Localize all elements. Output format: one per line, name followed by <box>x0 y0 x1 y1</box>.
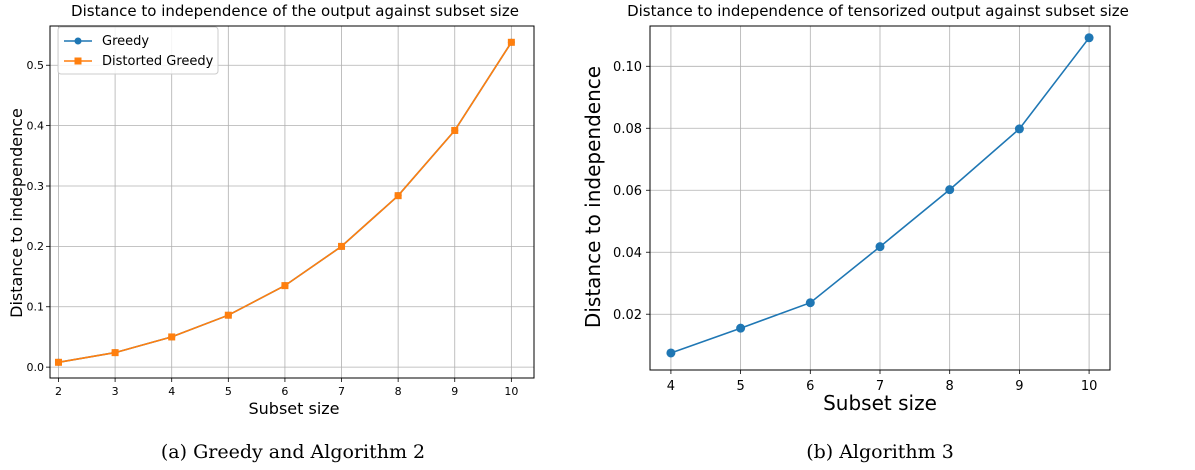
chart-a-y-tick-label: 0.0 <box>27 361 45 374</box>
chart-a-series-1-point <box>168 333 176 341</box>
chart-b-y-tick-label: 0.10 <box>613 60 642 75</box>
chart-b-series-0-point <box>945 185 955 195</box>
chart-a-grid <box>50 26 534 378</box>
chart-a-y-tick-label: 0.1 <box>27 301 45 314</box>
chart-b-x-tick-label: 4 <box>667 379 675 394</box>
chart-b-y-axis-label: Distance to independence <box>581 66 605 328</box>
chart-a-caption: (a) Greedy and Algorithm 2 <box>161 441 425 463</box>
chart-a-x-tick-label: 7 <box>338 385 345 398</box>
chart-a-legend: Greedy Distorted Greedy <box>57 26 219 75</box>
chart-b-x-axis-label: Subset size <box>823 391 937 415</box>
legend-distorted-greedy-label: Distorted Greedy <box>102 54 214 69</box>
chart-a-x-tick-label: 8 <box>395 385 402 398</box>
chart-a-x-tick-label: 10 <box>504 385 518 398</box>
chart-a-y-ticks: 0.0 0.1 0.2 0.3 0.4 0.5 <box>27 59 50 374</box>
chart-b-y-ticks: 0.02 0.04 0.06 0.08 0.10 <box>613 60 650 323</box>
chart-a-x-tick-label: 5 <box>225 385 232 398</box>
chart-a-y-tick-label: 0.4 <box>27 119 45 132</box>
chart-a-series-1-point <box>338 242 346 250</box>
chart-a-title: Distance to independence of the output a… <box>71 2 519 20</box>
chart-a-series-1-point <box>111 349 119 357</box>
chart-b-series-0-point <box>666 348 676 358</box>
chart-a-x-tick-label: 2 <box>55 385 62 398</box>
chart-a-x-axis-label: Subset size <box>248 399 339 418</box>
chart-b-y-tick-label: 0.08 <box>613 122 642 137</box>
chart-a-series-1-point <box>451 126 459 134</box>
chart-a-series-1-point <box>224 311 232 319</box>
chart-a-y-tick-label: 0.3 <box>27 180 45 193</box>
chart-b-series-0-point <box>805 298 815 308</box>
chart-b-series-0-point <box>1014 124 1024 134</box>
chart-b-series <box>666 33 1094 358</box>
chart-a-series <box>54 38 515 366</box>
chart-b-series-0-point <box>875 242 885 252</box>
chart-a: Distance to independence of the output a… <box>7 2 535 463</box>
legend-entry-distorted-greedy: Distorted Greedy <box>64 54 214 69</box>
chart-b-caption: (b) Algorithm 3 <box>806 441 954 463</box>
chart-b-title: Distance to independence of tensorized o… <box>627 2 1129 20</box>
chart-a-x-tick-label: 4 <box>168 385 175 398</box>
chart-a-x-tick-label: 3 <box>112 385 119 398</box>
chart-a-series-1-point <box>507 38 515 46</box>
chart-b-x-tick-label: 9 <box>1015 379 1023 394</box>
legend-greedy-label: Greedy <box>102 34 149 49</box>
chart-a-plot-frame <box>49 25 535 379</box>
chart-a-series-1-point <box>281 282 289 290</box>
chart-b-x-tick-label: 10 <box>1081 379 1098 394</box>
chart-b-x-tick-label: 5 <box>736 379 744 394</box>
legend-entry-greedy: Greedy <box>64 34 149 49</box>
chart-b-series-0-point <box>1084 33 1094 43</box>
chart-b-y-tick-label: 0.02 <box>613 308 642 323</box>
chart-b-plot-frame <box>649 25 1111 371</box>
chart-a-x-tick-label: 9 <box>451 385 458 398</box>
legend-distorted-greedy-marker <box>74 57 82 65</box>
chart-b-x-tick-label: 8 <box>946 379 954 394</box>
chart-b-x-tick-label: 6 <box>806 379 814 394</box>
chart-b-y-tick-label: 0.04 <box>613 246 642 261</box>
chart-a-x-tick-label: 6 <box>281 385 288 398</box>
chart-a-legend-box <box>57 26 219 75</box>
chart-a-x-ticks: 2 3 4 5 6 7 8 9 10 <box>55 378 518 398</box>
chart-b: Distance to independence of tensorized o… <box>581 2 1129 463</box>
chart-b-y-tick-label: 0.06 <box>613 184 642 199</box>
chart-a-series-1-point <box>54 358 62 366</box>
chart-b-series-0-point <box>736 323 746 333</box>
chart-a-y-tick-label: 0.2 <box>27 240 45 253</box>
legend-greedy-marker <box>74 37 82 45</box>
chart-a-y-axis-label: Distance to independence <box>7 108 26 318</box>
chart-b-x-ticks: 4 5 6 7 8 9 10 <box>667 370 1098 394</box>
chart-b-x-tick-label: 7 <box>876 379 884 394</box>
chart-b-grid <box>650 26 1110 370</box>
chart-a-y-tick-label: 0.5 <box>27 59 45 72</box>
chart-a-series-1-point <box>394 192 402 200</box>
